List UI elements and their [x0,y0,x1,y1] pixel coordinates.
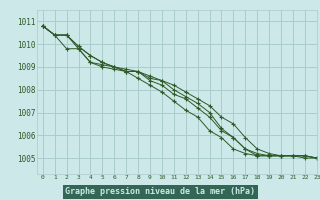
Text: Graphe pression niveau de la mer (hPa): Graphe pression niveau de la mer (hPa) [65,187,255,196]
